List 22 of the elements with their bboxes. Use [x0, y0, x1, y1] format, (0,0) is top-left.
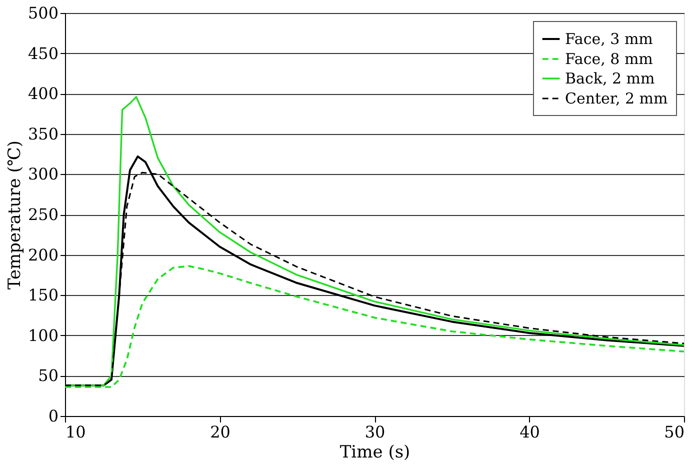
x-tick-label: 20 [210, 422, 230, 442]
y-tick-label: 400 [28, 84, 58, 104]
y-tick-label: 450 [28, 44, 58, 63]
y-tick-label: 150 [28, 286, 58, 305]
x-tick-label: 30 [364, 422, 386, 442]
x-tick-label: 40 [520, 422, 540, 442]
y-tick-label: 50 [38, 366, 58, 386]
y-tick-label: 0 [48, 406, 58, 426]
y-tick-label: 350 [28, 124, 58, 144]
x-tick-label: 50 [664, 422, 684, 442]
legend-label: Back, 2 mm [565, 70, 655, 88]
x-tick-label: 10 [66, 422, 86, 442]
legend-label: Face, 8 mm [565, 50, 653, 68]
y-axis-title: Temperature (℃) [4, 140, 25, 290]
y-tick-label: 500 [28, 4, 58, 22]
y-tick-label: 300 [28, 164, 58, 184]
y-tick-label: 100 [28, 326, 58, 345]
y-tick-label: 250 [28, 205, 58, 224]
y-tick-label: 200 [28, 245, 58, 264]
legend-label: Center, 2 mm [565, 90, 668, 108]
legend-label: Face, 3 mm [565, 30, 653, 48]
x-axis-title: Time (s) [340, 442, 410, 462]
